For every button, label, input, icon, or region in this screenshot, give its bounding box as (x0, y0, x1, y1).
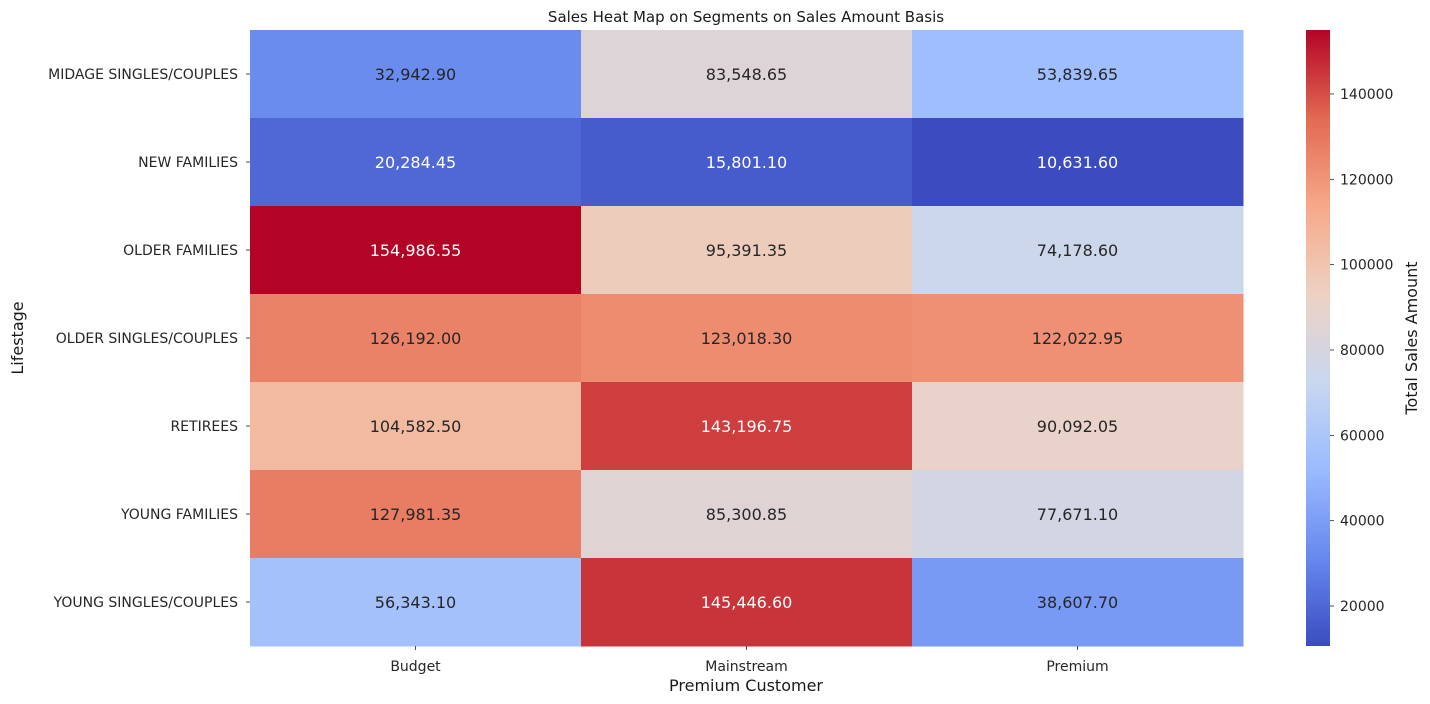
cell-value-label: 90,092.05 (1037, 417, 1118, 436)
y-tick-label: RETIREES (170, 419, 238, 435)
cell-value-label: 127,981.35 (370, 505, 462, 524)
heatmap-cell (912, 118, 1244, 207)
cell-value-label: 145,446.60 (701, 593, 793, 612)
colorbar-tick-label: 120000 (1340, 172, 1393, 188)
cell-value-label: 104,582.50 (370, 417, 462, 436)
colorbar-ticks: 20000 40000 60000 80000 100000 120000 140000 (1330, 87, 1393, 615)
cell-value-label: 53,839.65 (1037, 65, 1118, 84)
chart-title: Sales Heat Map on Segments on Sales Amou… (548, 8, 944, 26)
y-tick-label: YOUNG FAMILIES (120, 507, 238, 523)
cell-value-label: 32,942.90 (375, 65, 456, 84)
heatmap-cell (912, 558, 1244, 647)
cell-value-label: 77,671.10 (1037, 505, 1118, 524)
y-tick-label: NEW FAMILIES (138, 155, 238, 171)
cell-value-label: 38,607.70 (1037, 593, 1118, 612)
heatmap-cell (912, 206, 1244, 295)
heatmap-cell (581, 206, 913, 295)
colorbar-tick-label: 80000 (1340, 343, 1385, 359)
heatmap-cell (581, 118, 913, 207)
cell-value-label: 123,018.30 (701, 329, 793, 348)
cell-value-label: 154,986.55 (370, 241, 462, 260)
heatmap-cells: 32,942.90 83,548.65 53,839.65 20,284.45 15,8… (250, 30, 1244, 647)
heatmap-cell (250, 558, 582, 647)
cell-value-label: 56,343.10 (375, 593, 456, 612)
cell-value-label: 83,548.65 (706, 65, 787, 84)
heatmap-cell (912, 30, 1244, 119)
cell-value-label: 15,801.10 (706, 153, 787, 172)
colorbar (1306, 30, 1330, 646)
y-axis-label: Lifestage (8, 301, 27, 374)
y-tick-label: OLDER SINGLES/COUPLES (56, 331, 238, 347)
heatmap-cell (581, 30, 913, 119)
cell-value-label: 95,391.35 (706, 241, 787, 260)
heatmap-cell (581, 382, 913, 471)
y-tick-labels: MIDAGE SINGLES/COUPLES NEW FAMILIES OLDER … (48, 67, 250, 611)
cell-value-label: 85,300.85 (706, 505, 787, 524)
cell-value-label: 74,178.60 (1037, 241, 1118, 260)
colorbar-tick-label: 100000 (1340, 258, 1393, 274)
heatmap-cell (250, 294, 582, 383)
x-tick-label: Mainstream (705, 659, 787, 675)
cell-value-label: 126,192.00 (370, 329, 462, 348)
heatmap-cell (250, 206, 582, 295)
heatmap-cell (581, 558, 913, 647)
cell-value-label: 10,631.60 (1037, 153, 1118, 172)
heatmap-cell (581, 294, 913, 383)
heatmap-cell (912, 470, 1244, 559)
cell-value-label: 143,196.75 (701, 417, 793, 436)
colorbar-tick-label: 60000 (1340, 428, 1385, 444)
x-tick-label: Premium (1046, 659, 1108, 675)
x-tick-label: Budget (390, 659, 441, 675)
heatmap-cell (250, 30, 582, 119)
colorbar-tick-label: 20000 (1340, 599, 1385, 615)
heatmap-cell (250, 470, 582, 559)
cell-value-label: 122,022.95 (1032, 329, 1124, 348)
heatmap-cell (912, 382, 1244, 471)
y-tick-label: YOUNG SINGLES/COUPLES (53, 595, 239, 611)
heatmap-cell (581, 470, 913, 559)
cell-value-label: 20,284.45 (375, 153, 456, 172)
heatmap-cell (250, 382, 582, 471)
y-tick-label: OLDER FAMILIES (123, 243, 238, 259)
x-tick-labels: Budget Mainstream Premium (390, 646, 1109, 675)
colorbar-tick-label: 40000 (1340, 514, 1385, 530)
colorbar-tick-label: 140000 (1340, 87, 1393, 103)
heatmap-cell (912, 294, 1244, 383)
heatmap-cell (250, 118, 582, 207)
colorbar-label: Total Sales Amount (1402, 262, 1421, 416)
x-axis-label: Premium Customer (669, 676, 823, 695)
y-tick-label: MIDAGE SINGLES/COUPLES (48, 67, 238, 83)
